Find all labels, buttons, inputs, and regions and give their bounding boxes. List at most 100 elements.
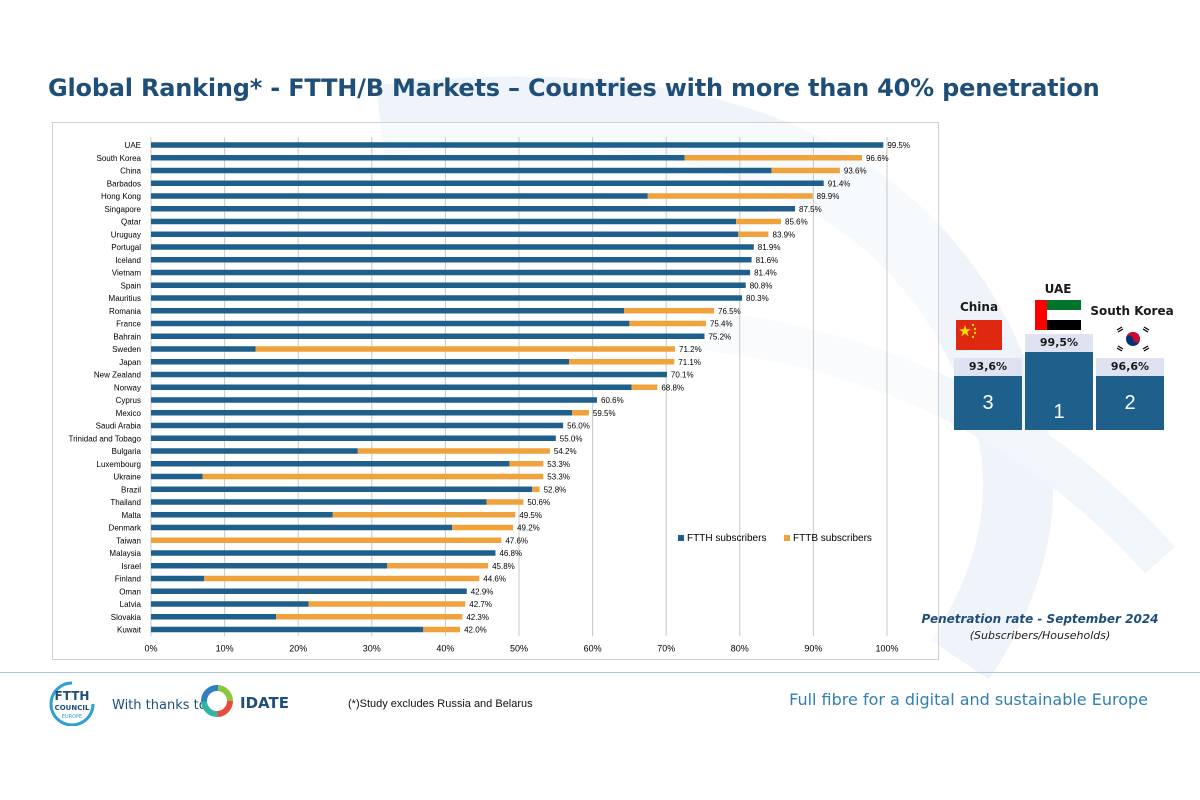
ftth-logo-council: COUNCIL	[55, 704, 90, 712]
data-label: 91.4%	[828, 179, 851, 188]
page-title: Global Ranking* - FTTH/B Markets – Count…	[48, 74, 1100, 102]
data-label: 81.6%	[756, 256, 779, 265]
category-label: Trinidad and Tobago	[69, 434, 142, 443]
data-label: 52.8%	[544, 485, 567, 494]
footnote: (*)Study excludes Russia and Belarus	[348, 698, 533, 710]
category-label: Bulgaria	[112, 447, 142, 456]
ftth-bar	[151, 371, 667, 378]
ftth-bar	[151, 269, 751, 276]
fttb-bar	[736, 218, 782, 225]
category-label: Norway	[114, 383, 141, 392]
podium-first-value: 99,5%	[1025, 334, 1093, 352]
data-label: 49.5%	[519, 511, 542, 520]
data-label: 70.1%	[671, 371, 694, 380]
ftth-bar	[151, 244, 754, 250]
data-label: 45.8%	[492, 562, 515, 571]
data-label: 44.6%	[483, 575, 506, 584]
ftth-bar	[151, 461, 510, 467]
data-label: 76.5%	[718, 307, 741, 316]
data-label: 42.7%	[469, 600, 492, 609]
x-tick-label: 20%	[289, 643, 307, 653]
fttb-bar	[202, 473, 544, 480]
category-label: Malta	[121, 511, 141, 520]
fttb-bar	[571, 410, 589, 416]
category-label: Vietnam	[112, 269, 142, 278]
podium-third-name: China	[959, 300, 999, 314]
ftth-bar	[151, 473, 203, 480]
ftth-bar	[151, 575, 204, 582]
fttb-bar	[629, 320, 706, 327]
data-label: 42.3%	[466, 613, 489, 622]
ftth-bar	[151, 563, 388, 569]
category-label: Singapore	[105, 205, 142, 214]
ftth-bar	[151, 295, 743, 301]
data-label: 99.5%	[887, 141, 910, 150]
category-label: Oman	[119, 587, 141, 596]
ftth-bar	[151, 588, 467, 594]
category-label: Finland	[115, 575, 141, 584]
ftth-bar	[151, 308, 625, 314]
data-label: 54.2%	[554, 447, 577, 456]
fttb-bar	[647, 193, 813, 199]
category-label: Kuwait	[117, 626, 142, 635]
category-label: Saudi Arabia	[96, 422, 142, 431]
category-label: Brazil	[121, 485, 141, 494]
data-label: 96.6%	[866, 154, 889, 163]
ftth-bar	[151, 422, 564, 429]
data-label: 80.3%	[746, 294, 769, 303]
data-label: 75.2%	[708, 332, 731, 341]
fttb-bar	[255, 346, 676, 352]
podium-third-rank: 3	[954, 376, 1022, 430]
data-label: 47.6%	[505, 536, 528, 545]
category-label: Mexico	[116, 409, 142, 418]
x-tick-label: 100%	[875, 643, 898, 653]
ftth-bar	[151, 524, 453, 531]
fttb-bar	[631, 384, 658, 390]
category-label: Barbados	[107, 179, 141, 188]
fttb-bar	[332, 512, 516, 518]
fttb-bar	[276, 614, 463, 620]
ftth-bar	[151, 486, 533, 492]
podium-first-name: UAE	[1044, 282, 1072, 296]
fttb-bar	[423, 626, 461, 633]
x-tick-label: 90%	[804, 643, 822, 653]
x-tick-label: 40%	[436, 643, 454, 653]
data-label: 87.5%	[799, 205, 822, 214]
category-label: Slovakia	[111, 613, 142, 622]
ftth-logo-text: FTTH	[55, 689, 90, 703]
ftth-bar	[151, 384, 632, 390]
category-label: Denmark	[109, 524, 142, 533]
data-label: 93.6%	[844, 167, 867, 176]
x-tick-label: 0%	[144, 643, 157, 653]
ftth-bar	[151, 218, 737, 225]
china-flag-icon	[956, 320, 1002, 350]
data-label: 75.4%	[710, 320, 733, 329]
ftth-bar	[151, 601, 309, 607]
category-label: Spain	[121, 281, 141, 290]
podium-third-value: 93,6%	[954, 358, 1022, 376]
idate-logo-text: IDATE	[240, 694, 289, 712]
podium: China 93,6% 3 UAE 99,5% 1 South Korea 96…	[940, 270, 1200, 470]
data-label: 56.0%	[567, 422, 590, 431]
ftth-bar	[151, 180, 824, 186]
ftth-bar	[151, 333, 705, 339]
fttb-bar	[509, 461, 544, 467]
data-label: 68.8%	[661, 383, 684, 392]
uae-flag-icon	[1035, 300, 1081, 330]
data-label: 50.6%	[527, 498, 550, 507]
tagline: Full fibre for a digital and sustainable…	[789, 690, 1148, 709]
category-label: France	[116, 320, 141, 329]
data-label: 49.2%	[517, 524, 540, 533]
footer-divider	[0, 672, 1200, 673]
category-label: Iceland	[115, 256, 141, 265]
ftth-bar	[151, 397, 598, 403]
category-label: Israel	[121, 562, 141, 571]
data-label: 42.9%	[471, 587, 494, 596]
fttb-bar	[203, 575, 480, 582]
category-label: UAE	[125, 141, 141, 150]
category-label: Latvia	[120, 600, 142, 609]
ftth-bar	[151, 257, 752, 263]
data-label: 83.9%	[773, 230, 796, 239]
x-tick-label: 70%	[657, 643, 675, 653]
fttb-bar	[569, 359, 675, 365]
